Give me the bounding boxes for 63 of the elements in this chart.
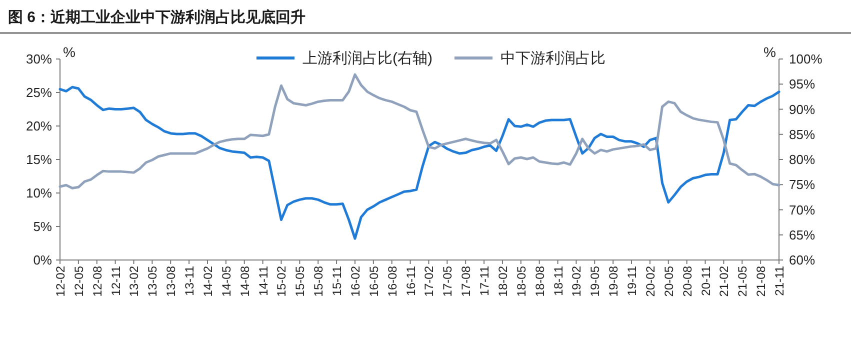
x-tick-label: 18-02 [496,266,510,297]
x-tick-label: 17-11 [478,266,492,296]
y-axis-title: % [63,44,76,60]
x-tick-label: 19-11 [625,266,640,296]
x-tick-label: 17-05 [440,266,455,297]
y-tick-label: 5% [33,219,52,234]
x-tick-label: 12-05 [72,266,86,297]
x-tick-label: 20-08 [680,266,694,297]
y2-tick-label: 70% [789,202,816,218]
x-tick-label: 21-02 [717,266,732,297]
x-tick-label: 17-08 [459,266,474,297]
x-tick-label: 14-11 [256,266,270,296]
line-series [58,86,780,240]
x-tick-label: 18-08 [532,266,547,297]
y2-tick-label: 60% [789,252,816,268]
y2-tick-label: 95% [789,76,816,92]
x-tick-label: 18-05 [514,266,528,297]
x-tick-label: 21-11 [772,266,786,296]
x-tick-label: 20-05 [662,266,676,297]
x-tick-label: 18-11 [551,266,566,296]
y-tick-label: 25% [26,85,52,100]
x-tick-label: 13-02 [127,266,142,297]
x-tick-label: 21-08 [754,266,768,297]
y2-tick-label: 90% [789,102,816,117]
x-tick-label: 15-08 [312,266,326,297]
x-tick-label: 12-08 [90,266,104,297]
chart-title: 图 6：近期工业企业中下游利润占比见底回升 [8,8,306,26]
y-tick-label: 0% [33,252,52,268]
y2-axis-title: % [764,44,776,60]
x-tick-label: 13-11 [182,266,197,296]
x-tick-label: 19-05 [588,266,602,297]
x-tick-label: 19-08 [606,266,621,297]
x-tick-label: 14-08 [238,266,252,297]
y2-tick-label: 80% [789,152,816,167]
x-tick-label: 12-02 [54,266,68,297]
x-tick-label: 20-11 [698,266,713,296]
x-tick-label: 15-11 [330,266,344,296]
x-tick-label: 20-02 [643,266,658,297]
x-tick-label: 14-05 [219,266,234,297]
y2-tick-label: 75% [789,177,816,192]
x-tick-label: 13-05 [146,266,160,297]
line-series [58,73,780,190]
x-tick-label: 14-02 [200,266,215,297]
legend-label: 上游利润占比(右轴) [302,50,432,67]
x-tick-label: 15-05 [293,266,308,297]
y-tick-label: 30% [26,52,52,66]
x-tick-label: 12-11 [108,266,123,296]
x-tick-label: 21-05 [736,266,750,297]
y-tick-label: 10% [26,186,52,200]
y-tick-label: 20% [26,118,52,134]
legend-label: 中下游利润占比 [500,50,606,67]
y-tick-label: 15% [26,152,52,167]
x-tick-label: 17-02 [422,266,436,297]
y2-tick-label: 65% [789,227,816,242]
x-tick-label: 16-05 [366,266,381,297]
x-tick-label: 16-11 [404,266,418,296]
x-tick-label: 13-08 [164,266,178,297]
x-tick-label: 19-02 [570,266,584,297]
x-tick-label: 16-08 [385,266,400,297]
x-tick-label: 15-02 [274,266,289,297]
y2-tick-label: 85% [789,126,816,142]
y2-tick-label: 100% [789,52,823,66]
x-tick-label: 16-02 [348,266,362,297]
